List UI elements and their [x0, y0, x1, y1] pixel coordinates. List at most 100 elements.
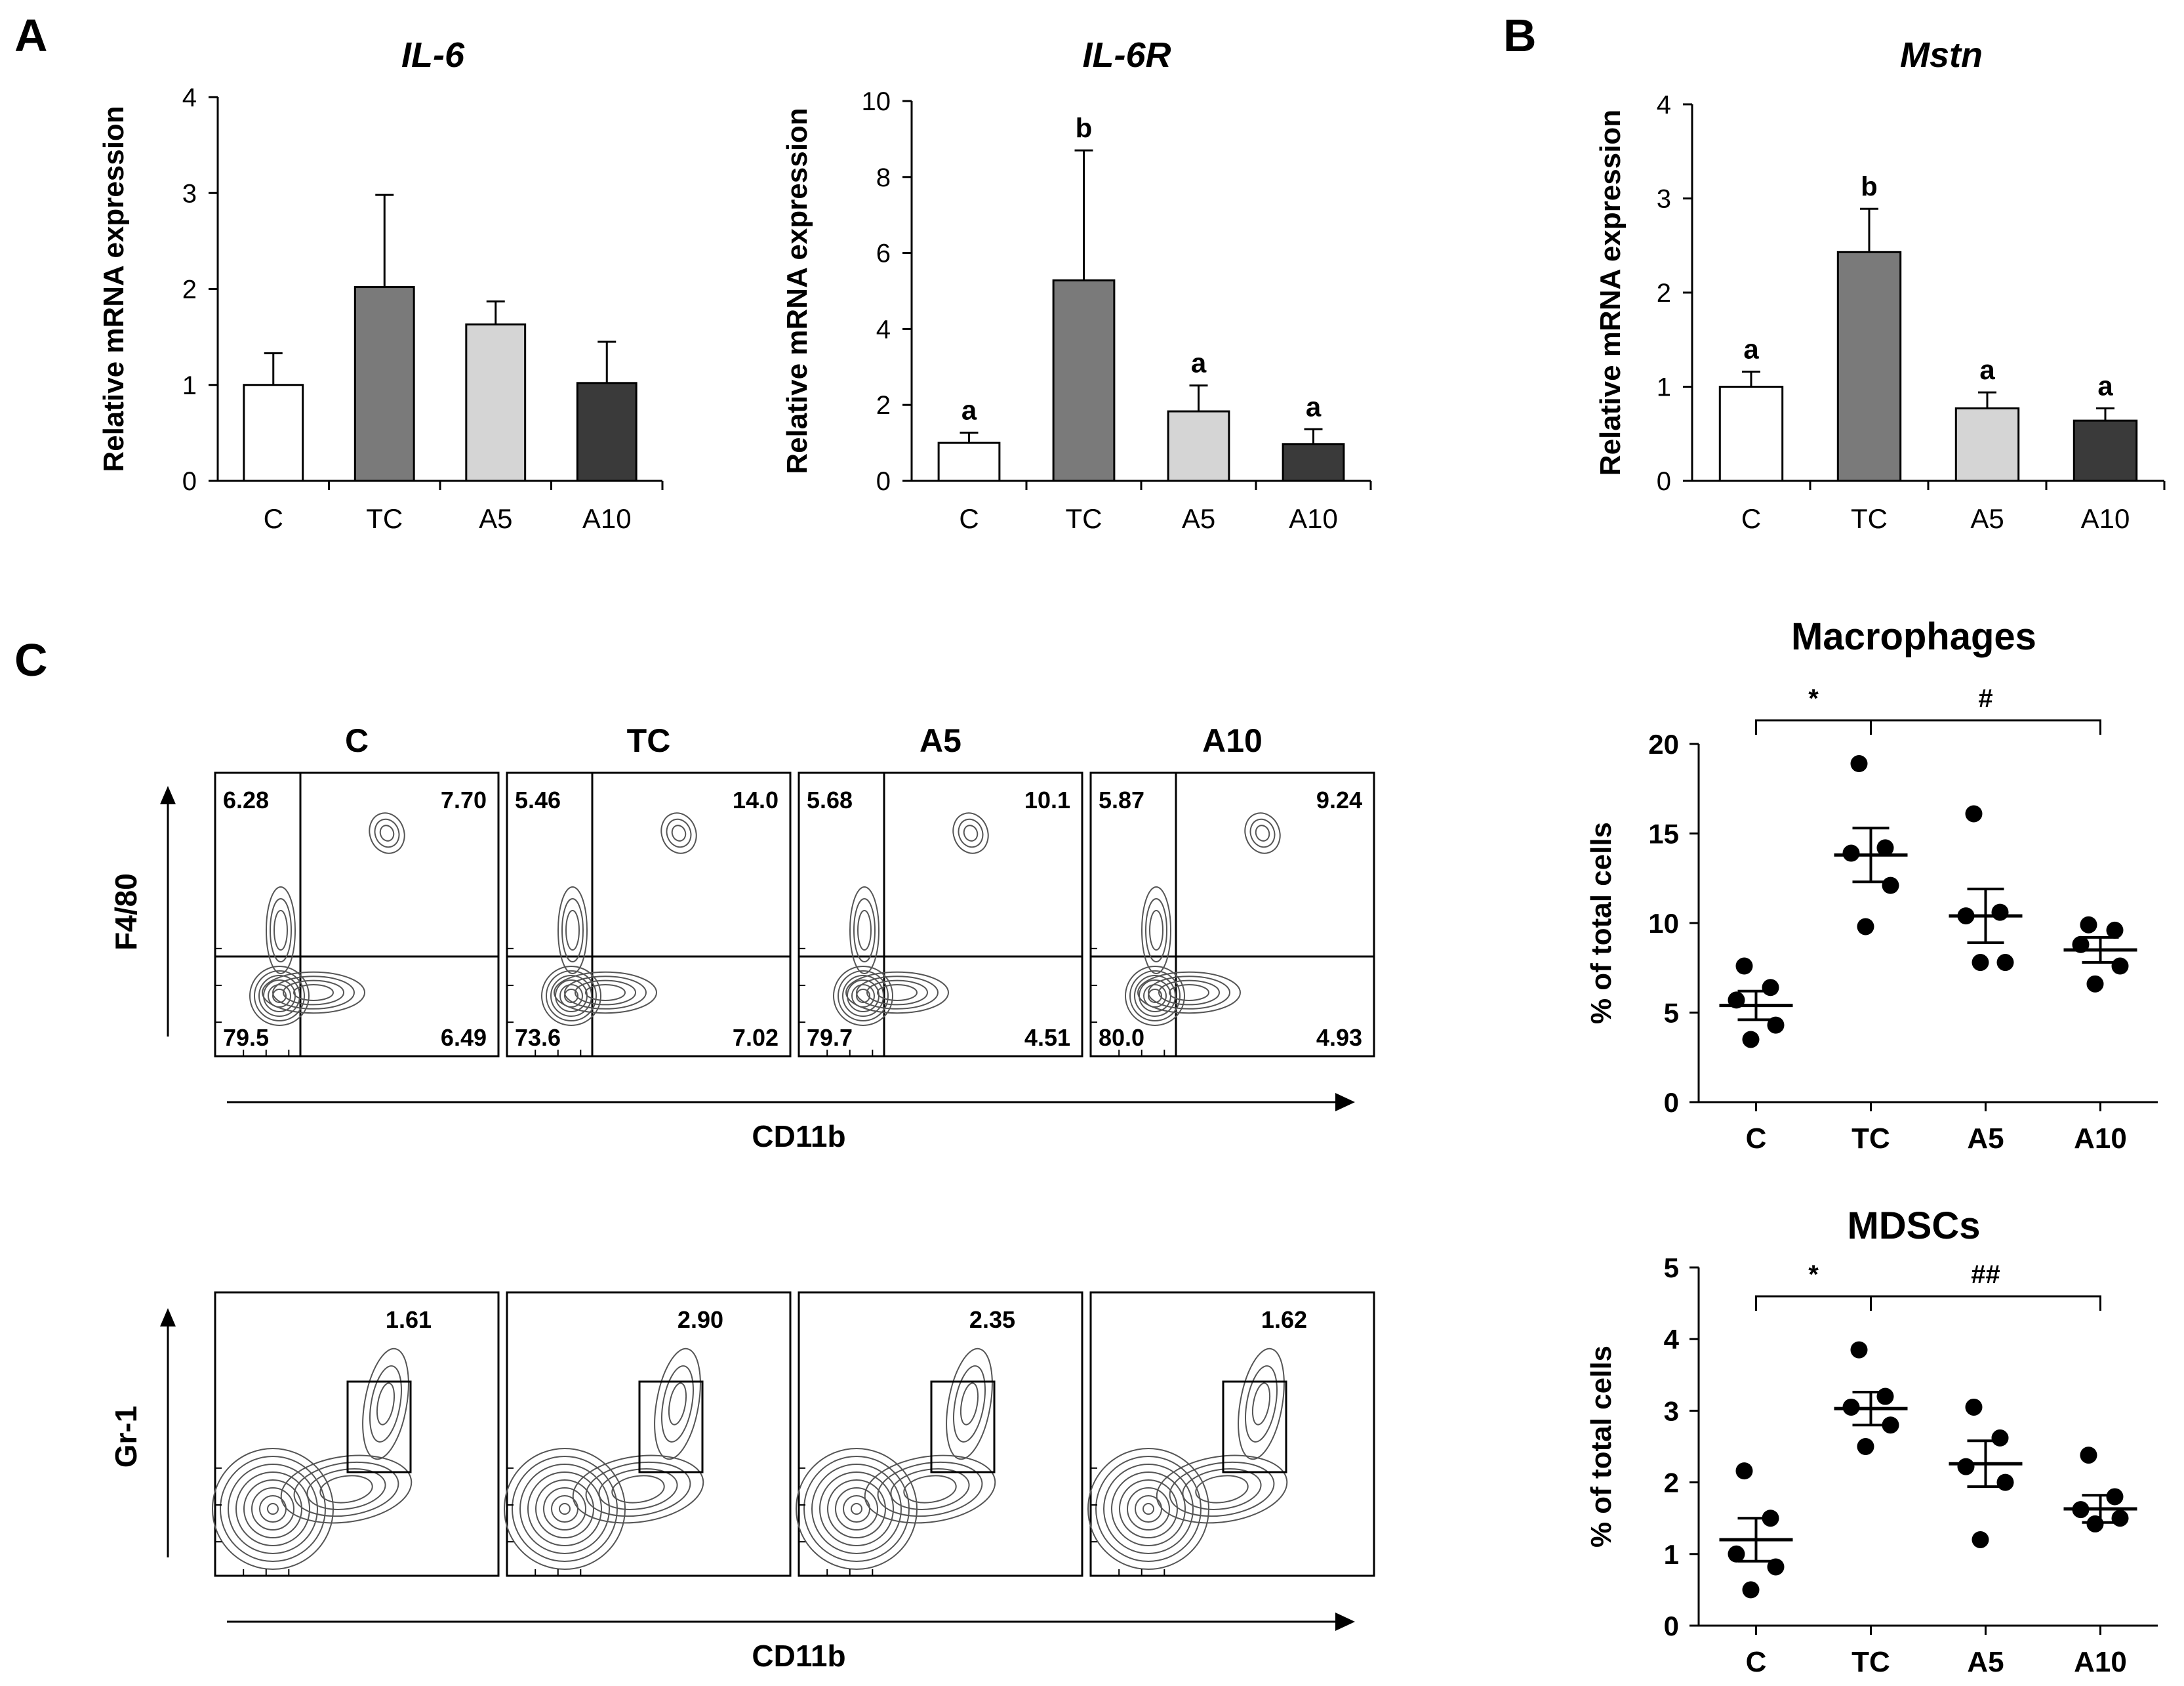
il6r-bar-C: [937, 442, 1001, 482]
flow-f480-contour-core: [550, 975, 592, 1017]
mstn-x-tick-label: TC: [1851, 503, 1888, 534]
mstn-bar-A5: [1954, 407, 2020, 482]
flow-gr1-contour-mid: [585, 1461, 691, 1517]
flow-gr1-contour-mid: [903, 1475, 957, 1504]
flow-f480-contour-pos: [374, 818, 400, 848]
panel-label-a: A: [14, 10, 48, 61]
mdsc-y-axis-label: % of total cells: [1585, 1346, 1617, 1548]
flow-gr1-contour-core: [851, 1503, 862, 1515]
mstn-x-tick-label: C: [1741, 503, 1761, 534]
mdsc-significance-bracket: [1870, 1295, 2101, 1311]
flow-gr1-contour-core: [527, 1471, 602, 1546]
macro-point-A5: [1996, 954, 2014, 972]
flow-gr1-gate: [1222, 1380, 1287, 1473]
flow-gr1-contour-core: [235, 1471, 310, 1546]
il6-y-tick-label: 4: [182, 83, 197, 112]
il6r-x-tick-label: A10: [1289, 503, 1338, 534]
il6r-x-tick-label: TC: [1066, 503, 1102, 534]
macro-significance-bracket: [1870, 719, 2101, 735]
macro-significance-label: *: [1808, 684, 1819, 713]
mdsc-y-tick-label: 1: [1664, 1539, 1679, 1570]
flow-gr1-contour-core: [827, 1479, 886, 1538]
il6r-letter-A10: a: [1306, 391, 1322, 422]
flow-f480-contour-core: [268, 984, 291, 1008]
mdsc-point-A10: [2111, 1510, 2129, 1527]
flow-f480-contour-tail: [554, 971, 657, 1014]
flow-gr1-contour-mid: [890, 1468, 970, 1510]
flow-gr1-contour-core: [1103, 1464, 1194, 1554]
flow-f480-q-ll: 73.6: [515, 1024, 561, 1051]
flow-f480-contour-tail: [1148, 976, 1230, 1010]
flow-f480-q-ul: 5.87: [1099, 787, 1144, 813]
flow-f480-contour-up: [1141, 886, 1171, 974]
mdsc-x-tick-label: A5: [1967, 1646, 2004, 1678]
flow-gr1-contour-mid: [611, 1475, 665, 1504]
flow-gr1-contour-core: [1095, 1456, 1202, 1562]
il6r-letter-C: a: [961, 394, 977, 425]
flow-gr1-contour-core: [1111, 1471, 1186, 1546]
flow-f480-contour-tail: [283, 979, 344, 1006]
flow-f480-x-arrowhead: [1335, 1093, 1355, 1111]
mdsc-significance-bracket: [1755, 1295, 1872, 1311]
flow-gr1-plot-A5: [798, 1291, 1083, 1577]
macro-point-A5: [1965, 805, 1983, 823]
flow-top-group-label: A5: [920, 722, 961, 759]
flow-gr1-contour-upper: [668, 1382, 687, 1426]
flow-f480-contour-core: [851, 984, 875, 1008]
mstn-bar-chart: Mstn Relative mRNA expression 0 1 2 3 4 Ca TC b A5…: [1594, 35, 2166, 534]
flow-f480-contour-up: [853, 898, 876, 962]
flow-f480-contour-tail: [1158, 979, 1220, 1006]
macro-x-tick-label: A5: [1967, 1122, 2004, 1155]
flow-f480-contour-up: [557, 886, 588, 974]
flow-f480-contour-pos: [379, 825, 395, 842]
mdscs-scatter-chart: MDSCs % of total cells 0 1 2 3 4 5 C TC A5 A10 * ##: [1585, 1204, 2158, 1678]
flow-gr1-contour-mid: [306, 1468, 386, 1510]
macro-point-C: [1742, 1031, 1760, 1048]
flow-f480-contour-tail: [877, 984, 918, 1001]
flow-gr1-contour-core: [835, 1487, 878, 1531]
flow-f480-y-label: F4/80: [109, 873, 143, 951]
il6-x-tick-label: A10: [582, 503, 632, 534]
flow-f480-contour-core: [833, 966, 893, 1026]
flow-gr1-contour-upper: [953, 1365, 986, 1443]
mstn-y-tick-label: 2: [1657, 279, 1671, 308]
flow-f480-contour-core: [838, 970, 889, 1021]
mdsc-y-tick-label: 5: [1664, 1252, 1679, 1283]
il6-bar-C: [243, 384, 304, 482]
mstn-y-axis-label: Relative mRNA expression: [1594, 110, 1627, 476]
flow-f480-q-ll: 80.0: [1099, 1024, 1144, 1051]
il6-title: IL-6: [401, 35, 465, 75]
mdsc-point-A10: [2106, 1488, 2124, 1506]
il6r-letter-A5: a: [1191, 348, 1207, 379]
flow-f480-q-lr: 4.51: [1024, 1024, 1070, 1051]
mdsc-point-C: [1735, 1462, 1753, 1480]
flow-gr1-contour-core: [220, 1456, 326, 1562]
flow-f480-q-ur: 14.0: [733, 787, 779, 813]
flow-gr1-contour-mid: [1156, 1454, 1288, 1524]
il6r-y-tick-label: 6: [876, 239, 891, 268]
flow-f480-q-ur: 7.70: [441, 787, 487, 813]
flow-gr1-contour-upper: [1245, 1365, 1278, 1443]
flow-f480-contour-tail: [866, 979, 928, 1006]
il6r-y-tick-label: 2: [876, 391, 891, 420]
flow-gr1-row: 1.61 2.90 2.35 1.62 Gr-1 CD11b: [109, 1291, 1375, 1673]
flow-gr1-contour-core: [512, 1456, 618, 1562]
flow-f480-contour-pos: [1249, 818, 1276, 848]
mdsc-point-A5: [1972, 1531, 1989, 1548]
flow-gr1-contour-upper: [376, 1382, 395, 1426]
flow-f480-contour-tail: [564, 976, 647, 1010]
macro-point-A10: [2106, 921, 2124, 939]
il6-y-tick-label: 3: [182, 179, 197, 208]
mdsc-y-tick-label: 2: [1664, 1468, 1679, 1498]
il6r-x-tick-label: A5: [1182, 503, 1215, 534]
mstn-letter-A5: a: [1979, 354, 1995, 385]
flow-gr1-contour-core: [1143, 1503, 1154, 1515]
flow-f480-contour-tail: [856, 976, 939, 1010]
flow-f480-contour-tail: [585, 984, 626, 1001]
flow-f480-contour-pos: [958, 818, 984, 848]
mstn-letter-TC: b: [1861, 171, 1878, 201]
mdsc-title: MDSCs: [1847, 1204, 1980, 1247]
macro-y-tick-label: 0: [1664, 1087, 1679, 1118]
flow-f480-contour-core: [1125, 966, 1185, 1026]
